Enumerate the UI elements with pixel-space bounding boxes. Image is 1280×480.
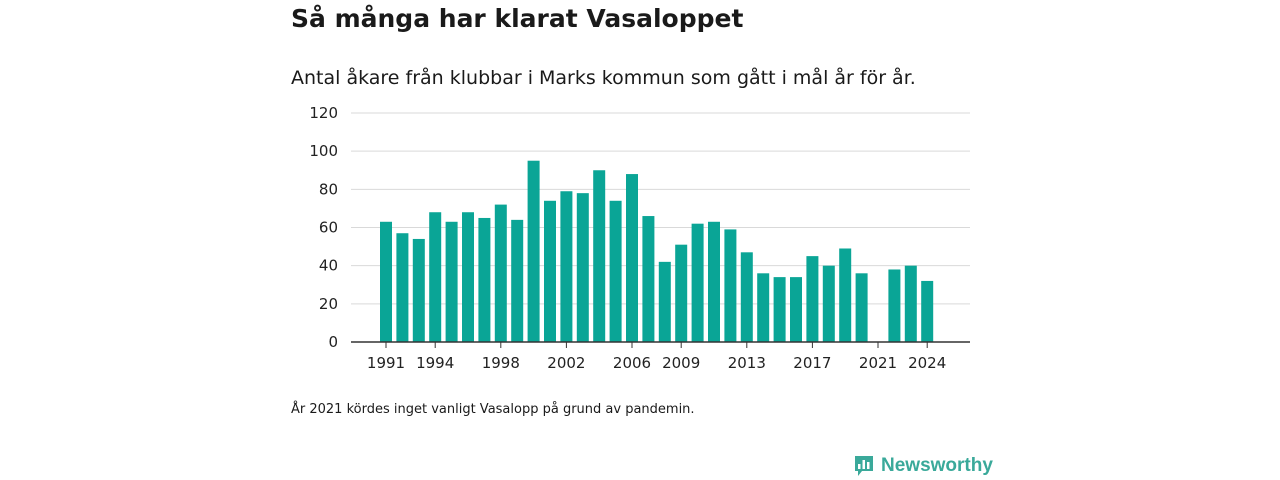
chart-subtitle: Antal åkare från klubbar i Marks kommun …: [291, 67, 916, 89]
bar-2024: [921, 280, 934, 342]
bar-1999: [511, 219, 524, 342]
newsworthy-logo: Newsworthy: [853, 454, 993, 478]
y-tick-label: 120: [309, 104, 338, 122]
bar-2000: [527, 160, 540, 342]
y-tick-label: 80: [319, 180, 338, 198]
bar-1998: [494, 204, 507, 342]
bar-1994: [429, 212, 442, 342]
x-tick-label: 2021: [859, 354, 897, 372]
x-tick-label: 2013: [728, 354, 766, 372]
x-tick-label: 2009: [662, 354, 700, 372]
bar-1992: [396, 233, 409, 342]
bar-2007: [642, 216, 655, 342]
bar-1995: [445, 221, 458, 342]
bar-2014: [757, 273, 770, 342]
newsworthy-logo-icon: [855, 456, 873, 476]
bar-2019: [839, 248, 852, 342]
bar-2002: [560, 191, 573, 342]
y-tick-label: 60: [319, 219, 338, 237]
bar-1993: [412, 238, 425, 342]
x-tick-label: 1991: [367, 354, 405, 372]
bar-2008: [658, 261, 671, 342]
bar-2018: [822, 265, 835, 342]
bar-2017: [806, 256, 819, 342]
x-tick-label: 2017: [793, 354, 831, 372]
y-tick-label: 40: [319, 257, 338, 275]
y-tick-label: 20: [319, 295, 338, 313]
footnote: År 2021 kördes inget vanligt Vasalopp på…: [291, 402, 695, 417]
bar-2001: [544, 200, 556, 342]
bar-2015: [773, 277, 786, 342]
bar-2004: [593, 170, 606, 342]
x-tick-label: 1998: [482, 354, 520, 372]
bar-2011: [708, 221, 720, 342]
y-tick-label: 0: [328, 333, 338, 351]
x-tick-label: 2024: [908, 354, 946, 372]
bar-2012: [724, 229, 737, 342]
bar-2023: [904, 265, 917, 342]
x-tick-label: 2006: [613, 354, 651, 372]
bar-2006: [626, 174, 638, 342]
bar-2013: [740, 252, 753, 342]
y-tick-label: 100: [309, 142, 338, 160]
bar-1996: [462, 212, 474, 342]
bar-1991: [380, 221, 392, 342]
bar-2016: [790, 277, 802, 342]
x-tick-label: 2002: [547, 354, 585, 372]
newsworthy-logo-text: Newsworthy: [881, 455, 993, 476]
bar-2009: [675, 244, 688, 342]
bar-chart: 0 20 40 60 80 100 120 1991 1994 1998 2002 2006 2009 2…: [309, 104, 970, 372]
bar-1997: [478, 217, 491, 342]
bar-2005: [609, 200, 622, 342]
x-tick-label: 1994: [416, 354, 454, 372]
bar-2020: [855, 273, 868, 342]
bar-2010: [691, 223, 704, 342]
bar-2022: [888, 269, 901, 342]
chart-title: Så många har klarat Vasaloppet: [291, 4, 744, 33]
bar-2003: [576, 193, 589, 342]
